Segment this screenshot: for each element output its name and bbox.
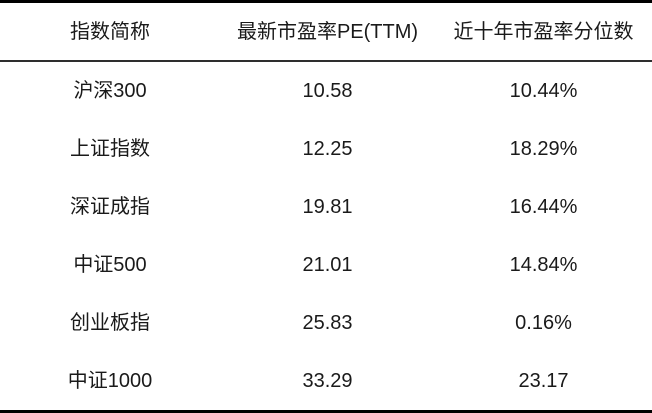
table-row: 沪深300 10.58 10.44% <box>0 62 652 120</box>
pe-value-cell: 21.01 <box>302 254 353 276</box>
index-name-cell: 中证500 <box>73 254 147 276</box>
pe-value-cell: 19.81 <box>302 196 353 218</box>
table-header-row: 指数简称 最新市盈率PE(TTM) 近十年市盈率分位数 <box>0 3 652 62</box>
table-row: 中证1000 33.29 23.17 <box>0 352 652 410</box>
index-name-cell: 沪深300 <box>73 80 147 102</box>
index-name-cell: 中证1000 <box>67 370 153 392</box>
pe-value-cell: 33.29 <box>302 370 353 392</box>
column-header-pe-ttm: 最新市盈率PE(TTM) <box>236 20 419 43</box>
percentile-value-cell: 10.44% <box>509 80 578 102</box>
column-header-percentile: 近十年市盈率分位数 <box>453 20 634 43</box>
table-body: 沪深300 10.58 10.44% 上证指数 12.25 18.29% 深证成… <box>0 62 652 410</box>
column-header-index-name: 指数简称 <box>70 20 150 43</box>
table-row: 深证成指 19.81 16.44% <box>0 178 652 236</box>
index-name-cell: 深证成指 <box>70 196 150 218</box>
index-name-cell: 上证指数 <box>70 138 150 160</box>
percentile-value-cell: 16.44% <box>509 196 578 218</box>
pe-value-cell: 12.25 <box>302 138 353 160</box>
table-row: 上证指数 12.25 18.29% <box>0 120 652 178</box>
pe-value-cell: 10.58 <box>302 80 353 102</box>
table-row: 创业板指 25.83 0.16% <box>0 294 652 352</box>
pe-value-cell: 25.83 <box>302 312 353 334</box>
percentile-value-cell: 18.29% <box>509 138 578 160</box>
percentile-value-cell: 0.16% <box>515 312 572 334</box>
table-row: 中证500 21.01 14.84% <box>0 236 652 294</box>
percentile-value-cell: 14.84% <box>509 254 578 276</box>
index-name-cell: 创业板指 <box>70 312 150 334</box>
percentile-value-cell: 23.17 <box>518 370 569 392</box>
